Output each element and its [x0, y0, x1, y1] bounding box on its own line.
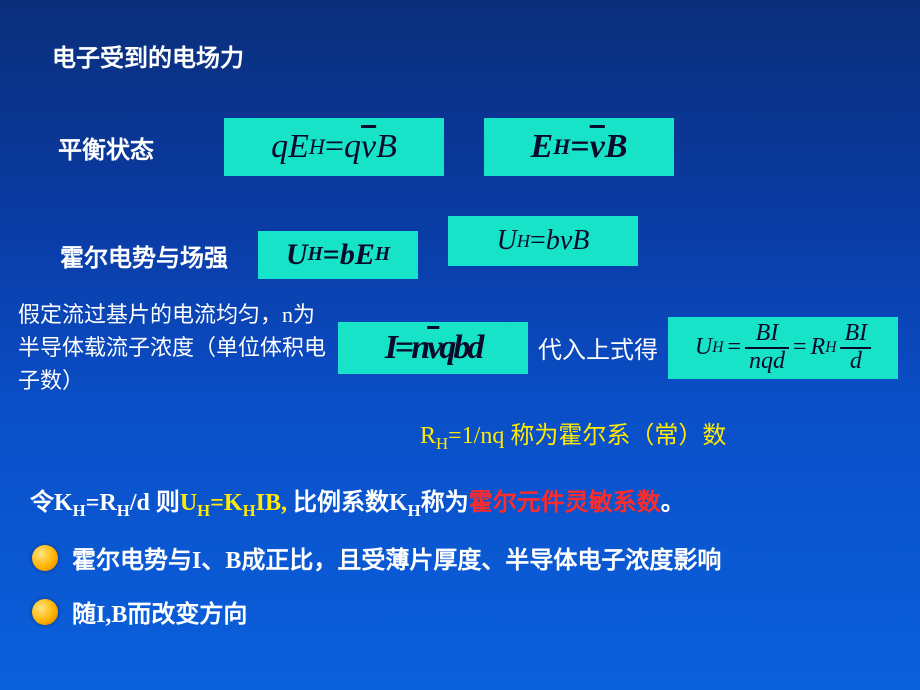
eq5-v: v: [427, 329, 439, 367]
eq3-b: b: [340, 238, 355, 272]
eq6-Rsub: H: [825, 339, 836, 357]
eq2-equals: =: [570, 128, 589, 166]
note-assumption: 假定流过基片的电流均匀，n为半导体载流子浓度（单位体积电子数）: [18, 298, 328, 397]
eq4-v: ν: [560, 225, 572, 257]
eq6-frac2: BI d: [840, 321, 871, 373]
line-kh-definition: 令KH=RH/d 则UH=KHIB, 比例系数KH称为霍尔元件灵敏系数。: [30, 482, 685, 521]
kh-mid-text: 比例系数K: [293, 490, 408, 516]
kh-red-text: 霍尔元件灵敏系数: [469, 490, 661, 516]
eq-box-uh-bvb: UH = bνB: [448, 216, 638, 266]
bullet-text-1: 霍尔电势与I、B成正比，且受薄片厚度、半导体电子浓度影响: [72, 540, 721, 575]
bullet-text-2: 随I,B而改变方向: [72, 594, 247, 629]
kh-mid-tail: 称为: [421, 490, 469, 516]
eq-box-i-nvqbd: I = nvqbd: [338, 322, 528, 374]
rh-text: 称为霍尔系（常）数: [510, 423, 726, 449]
eq6-frac1: BI nqd: [745, 321, 789, 373]
eq1-vbar: v: [361, 128, 376, 166]
kh-yellow-eqK: =K: [210, 490, 242, 516]
eq1-equals: =: [325, 128, 344, 166]
eq4-b: b: [546, 225, 560, 257]
eq1-q2: q: [344, 128, 361, 166]
eq-box-qeh-qvb: qEH = qvB: [224, 118, 444, 176]
eq2-B: B: [605, 128, 628, 166]
eq2-E: E: [530, 128, 553, 166]
eq6-frac2-den: d: [846, 349, 866, 374]
kh-yellow-tail: IB,: [256, 490, 293, 516]
kh-eqtail: /d 则: [130, 490, 180, 516]
eq4-equals: =: [530, 225, 546, 257]
kh-yellow-U: U: [180, 490, 197, 516]
eq3-U: U: [286, 238, 308, 272]
eq3-Esub: H: [375, 244, 390, 266]
eq1-Hsub: H: [309, 134, 325, 160]
eq4-U: U: [497, 225, 517, 257]
connector-substitute: 代入上式得: [538, 330, 658, 365]
eq1-q: q: [271, 128, 288, 166]
eq2-Hsub: H: [553, 134, 570, 160]
bullet-icon: [32, 599, 58, 625]
title-electric-force: 电子受到的电场力: [52, 38, 244, 73]
kh-mid-sub: H: [408, 501, 421, 520]
eq5-q: q: [439, 329, 453, 367]
kh-yellow-Ksub: H: [243, 501, 256, 520]
eq3-equals: =: [323, 238, 340, 272]
eq4-Hsub: H: [517, 231, 530, 252]
eq3-E: E: [355, 238, 375, 272]
eq1-B: B: [376, 128, 397, 166]
eq5-d: d: [467, 329, 481, 367]
eq5-b: b: [453, 329, 467, 367]
eq-box-uh-final: UH = BI nqd = RH BI d: [668, 317, 898, 379]
eq5-equals: =: [395, 329, 411, 367]
kh-eqRsub: H: [117, 501, 130, 520]
eq-box-eh-vb: EH = vB: [484, 118, 674, 176]
eq-box-uh-beh: UH = bEH: [258, 231, 418, 279]
eq6-equals2: =: [793, 334, 807, 361]
eq6-R: R: [811, 334, 826, 361]
eq1-E: E: [288, 128, 309, 166]
kh-sub: H: [73, 501, 86, 520]
eq6-frac1-num: BI: [752, 321, 783, 346]
eq6-U: U: [695, 334, 712, 361]
bullet-icon: [32, 545, 58, 571]
label-hall-potential-field: 霍尔电势与场强: [60, 238, 228, 273]
eq2-vbar: v: [590, 128, 605, 166]
rh-R: R: [420, 423, 436, 449]
eq5-I: I: [385, 329, 395, 367]
note-hall-coefficient: RH=1/nq 称为霍尔系（常）数: [420, 415, 726, 454]
eq6-equals1: =: [727, 334, 741, 361]
eq6-Hsub: H: [712, 339, 723, 357]
kh-yellow-sub: H: [197, 501, 210, 520]
eq4-B: B: [572, 225, 589, 257]
kh-prefix: 令: [30, 490, 54, 516]
kh-K: K: [54, 490, 73, 516]
eq3-Hsub: H: [308, 244, 323, 266]
eq5-n: n: [411, 329, 427, 367]
kh-period: 。: [661, 490, 685, 516]
rh-sub: H: [436, 434, 448, 453]
label-equilibrium: 平衡状态: [58, 130, 154, 165]
rh-eq: =1/nq: [448, 423, 510, 449]
eq6-frac1-den: nqd: [745, 349, 789, 374]
kh-eqR: =R: [86, 490, 117, 516]
eq6-frac2-num: BI: [840, 321, 871, 346]
